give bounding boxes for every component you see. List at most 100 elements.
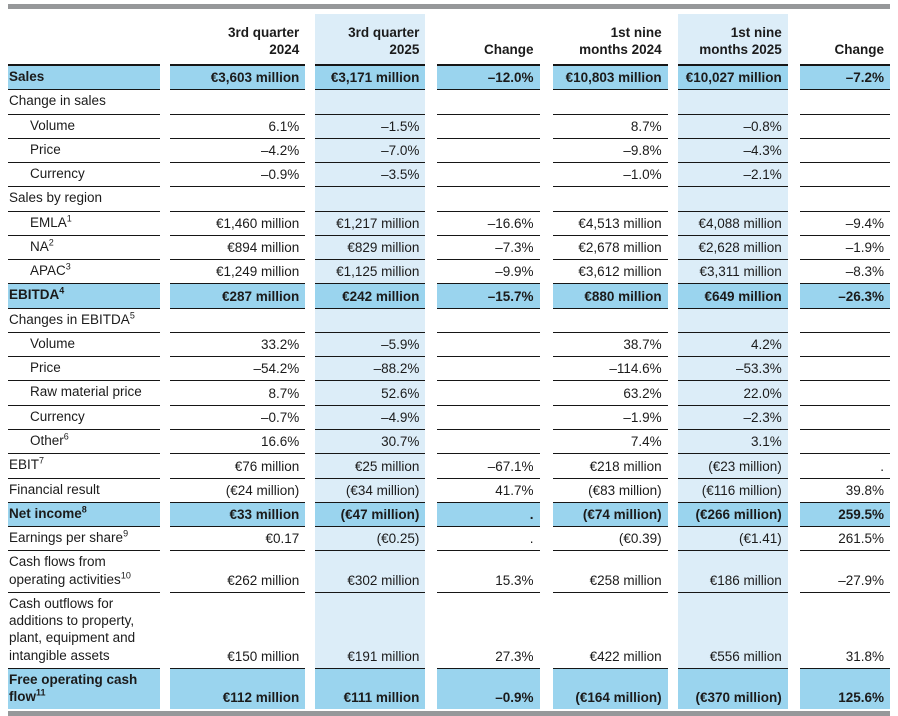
column-gap	[667, 332, 678, 357]
value-cell: –0.7%	[170, 405, 306, 430]
value-cell: –4.9%	[315, 405, 426, 430]
value-cell	[437, 308, 540, 333]
table-row: NA2 €894 million €829 million –7.3% €2,678 m…	[8, 235, 890, 261]
column-gap	[305, 89, 316, 115]
header-change-nine-months: Change	[799, 14, 890, 66]
value-cell	[799, 380, 890, 406]
value-cell	[799, 162, 890, 188]
header-empty-cell	[8, 14, 161, 66]
column-gap	[305, 235, 316, 260]
financial-highlights-table: 3rd quarter 2024 3rd quarter 2025 Change…	[8, 14, 890, 710]
value-cell: (€74 million)	[552, 502, 668, 528]
column-gap	[667, 592, 678, 669]
column-gap	[305, 453, 316, 479]
value-cell: .	[437, 502, 540, 528]
column-gap	[160, 89, 171, 115]
column-gap	[305, 14, 316, 65]
column-gap	[539, 453, 553, 479]
table-row: APAC3 €1,249 million €1,125 million –9.9% €3…	[8, 259, 890, 285]
row-label-text: Sales by region	[9, 190, 103, 206]
table-body: Sales €3,603 million €3,171 million –12.0% €…	[8, 65, 890, 710]
column-gap	[787, 550, 800, 593]
value-cell: €218 million	[552, 453, 668, 479]
column-gap	[305, 259, 316, 284]
value-cell: 22.0%	[677, 380, 788, 406]
value-cell: 27.3%	[437, 592, 540, 669]
value-cell: –3.5%	[315, 162, 426, 188]
table-row: Net income8 €33 million (€47 million). (€74…	[8, 502, 890, 528]
value-cell	[437, 114, 540, 139]
column-gap	[787, 65, 800, 90]
column-gap	[425, 211, 438, 236]
table-row: Change in sales	[8, 89, 890, 115]
table-row: Volume 6.1% –1.5% 8.7% –0.8%	[8, 114, 890, 139]
value-cell: –27.9%	[799, 550, 890, 593]
row-label-text: Volume	[30, 335, 76, 351]
table-row: Sales by region	[8, 186, 890, 212]
value-cell: €422 million	[552, 592, 668, 669]
column-gap	[667, 259, 678, 284]
value-cell: €25 million	[315, 453, 426, 479]
value-cell: –0.9%	[170, 162, 306, 188]
column-gap	[305, 405, 316, 430]
column-gap	[667, 162, 678, 187]
value-cell: –16.6%	[437, 211, 540, 236]
row-label-text: Volume	[30, 117, 76, 133]
value-cell: 41.7%	[437, 478, 540, 503]
column-gap	[787, 14, 800, 65]
column-gap	[787, 453, 800, 479]
value-cell: 261.5%	[799, 526, 890, 552]
value-cell: 6.1%	[170, 114, 306, 139]
value-cell	[437, 380, 540, 406]
row-label: Other6	[8, 429, 161, 455]
value-cell: €3,603 million	[170, 65, 306, 91]
value-cell: 63.2%	[552, 380, 668, 406]
column-gap	[425, 114, 438, 139]
table-row: Sales €3,603 million €3,171 million –12.0% €…	[8, 65, 890, 91]
value-cell: €894 million	[170, 235, 306, 261]
row-label: Volume	[8, 114, 161, 139]
value-cell: –26.3%	[799, 283, 890, 309]
column-gap	[667, 405, 678, 430]
value-cell	[437, 186, 540, 212]
column-gap	[160, 405, 171, 430]
table-row: Changes in EBITDA5	[8, 308, 890, 333]
column-gap	[305, 502, 316, 527]
column-gap	[425, 138, 438, 163]
value-cell: €262 million	[170, 550, 306, 593]
column-gap	[160, 356, 171, 381]
column-gap	[425, 186, 438, 212]
value-cell: 16.6%	[170, 429, 306, 455]
value-cell	[552, 186, 668, 212]
column-gap	[787, 89, 800, 115]
column-gap	[425, 478, 438, 503]
row-label: Cash flows from operating activities10	[8, 550, 161, 593]
value-cell: €150 million	[170, 592, 306, 669]
row-label: Change in sales	[8, 89, 161, 115]
value-cell: (€24 million)	[170, 478, 306, 503]
column-gap	[425, 89, 438, 115]
value-cell: (€47 million)	[315, 502, 426, 528]
table-row: Currency –0.9% –3.5% –1.0% –2.1%	[8, 162, 890, 188]
column-gap	[787, 138, 800, 163]
value-cell: (€34 million)	[315, 478, 426, 503]
table-row: Cash flows from operating activities10 €2…	[8, 550, 890, 593]
column-gap	[305, 186, 316, 212]
table-row: Raw material price 8.7% 52.6% 63.2% 22.0%	[8, 380, 890, 406]
value-cell: –9.9%	[437, 259, 540, 285]
column-gap	[425, 592, 438, 669]
value-cell: –0.8%	[677, 114, 788, 139]
value-cell	[552, 89, 668, 115]
footnote-reference: 10	[120, 570, 131, 581]
value-cell: 30.7%	[315, 429, 426, 455]
column-gap	[160, 592, 171, 669]
value-cell: (€164 million)	[552, 668, 668, 710]
value-cell: €1,460 million	[170, 211, 306, 236]
value-cell: €649 million	[677, 283, 788, 309]
column-gap	[160, 502, 171, 527]
column-gap	[305, 138, 316, 163]
value-cell: –7.3%	[437, 235, 540, 261]
column-gap	[667, 453, 678, 479]
row-label: EMLA1	[8, 211, 161, 236]
value-cell: .	[799, 453, 890, 479]
